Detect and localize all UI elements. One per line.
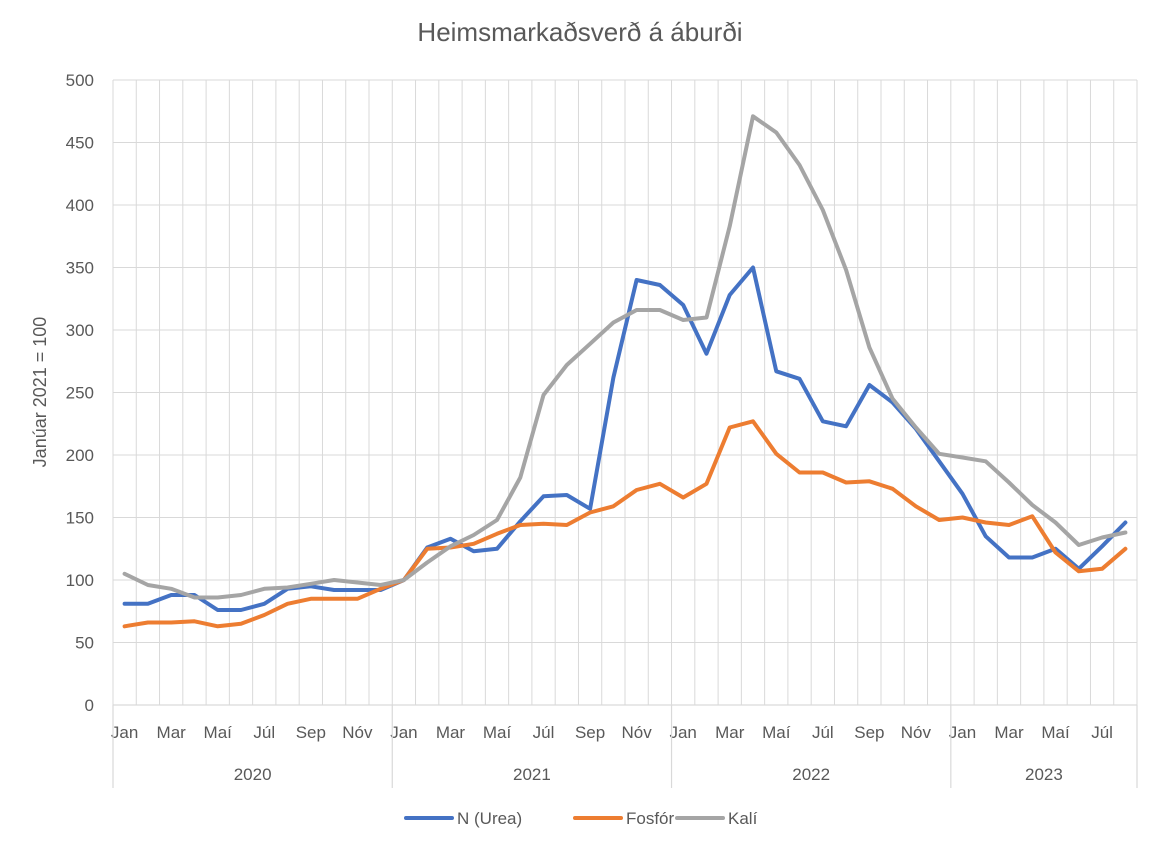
legend-label: Fosfór — [626, 809, 675, 828]
x-tick-label: Mar — [715, 723, 745, 742]
x-tick-label: Mar — [436, 723, 466, 742]
x-tick-label: Júl — [253, 723, 275, 742]
y-tick-label: 400 — [66, 196, 94, 215]
x-tick-label: Jan — [390, 723, 417, 742]
x-tick-label: Maí — [483, 723, 512, 742]
x-tick-label: Júl — [533, 723, 555, 742]
year-label: 2020 — [234, 765, 272, 784]
x-tick-label: Mar — [994, 723, 1024, 742]
y-tick-label: 100 — [66, 571, 94, 590]
series-line — [122, 419, 1128, 629]
x-tick-label: Sep — [575, 723, 605, 742]
series-lines — [122, 114, 1128, 629]
chart-title: Heimsmarkaðsverð á áburði — [417, 17, 742, 47]
year-label: 2022 — [792, 765, 830, 784]
series-line — [122, 114, 1128, 600]
y-tick-label: 300 — [66, 321, 94, 340]
y-tick-label: 150 — [66, 509, 94, 528]
x-tick-label: Maí — [1041, 723, 1070, 742]
y-tick-label: 50 — [75, 634, 94, 653]
x-tick-label: Jan — [111, 723, 138, 742]
y-tick-label: 200 — [66, 446, 94, 465]
x-tick-label: Júl — [812, 723, 834, 742]
x-tick-label: Júl — [1091, 723, 1113, 742]
x-tick-label: Maí — [204, 723, 233, 742]
x-tick-label: Sep — [854, 723, 884, 742]
y-tick-label: 450 — [66, 134, 94, 153]
x-tick-label: Nóv — [342, 723, 373, 742]
y-tick-label: 250 — [66, 384, 94, 403]
legend-label: Kalí — [728, 809, 758, 828]
x-tick-label: Maí — [762, 723, 791, 742]
gridlines — [112, 79, 1138, 706]
x-tick-label: Jan — [669, 723, 696, 742]
x-tick-label: Nóv — [622, 723, 653, 742]
y-axis-title: Janúar 2021 = 100 — [30, 317, 50, 468]
y-tick-label: 500 — [66, 71, 94, 90]
y-tick-label: 350 — [66, 259, 94, 278]
year-label: 2023 — [1025, 765, 1063, 784]
x-tick-label: Sep — [296, 723, 326, 742]
year-label: 2021 — [513, 765, 551, 784]
x-tick-label: Mar — [157, 723, 187, 742]
legend-label: N (Urea) — [457, 809, 522, 828]
y-tick-label: 0 — [85, 696, 94, 715]
y-axis-ticks: 0 50 100 150 200 250 300 350 400 450 500 — [66, 71, 94, 715]
x-axis: Jan Mar Maí Júl Sep Nóv Jan Mar Maí Júl Sep Nóv Jan M… — [111, 704, 1138, 788]
x-tick-label: Jan — [949, 723, 976, 742]
legend: N (Urea) Fosfór Kalí — [404, 809, 758, 828]
x-tick-label: Nóv — [901, 723, 932, 742]
